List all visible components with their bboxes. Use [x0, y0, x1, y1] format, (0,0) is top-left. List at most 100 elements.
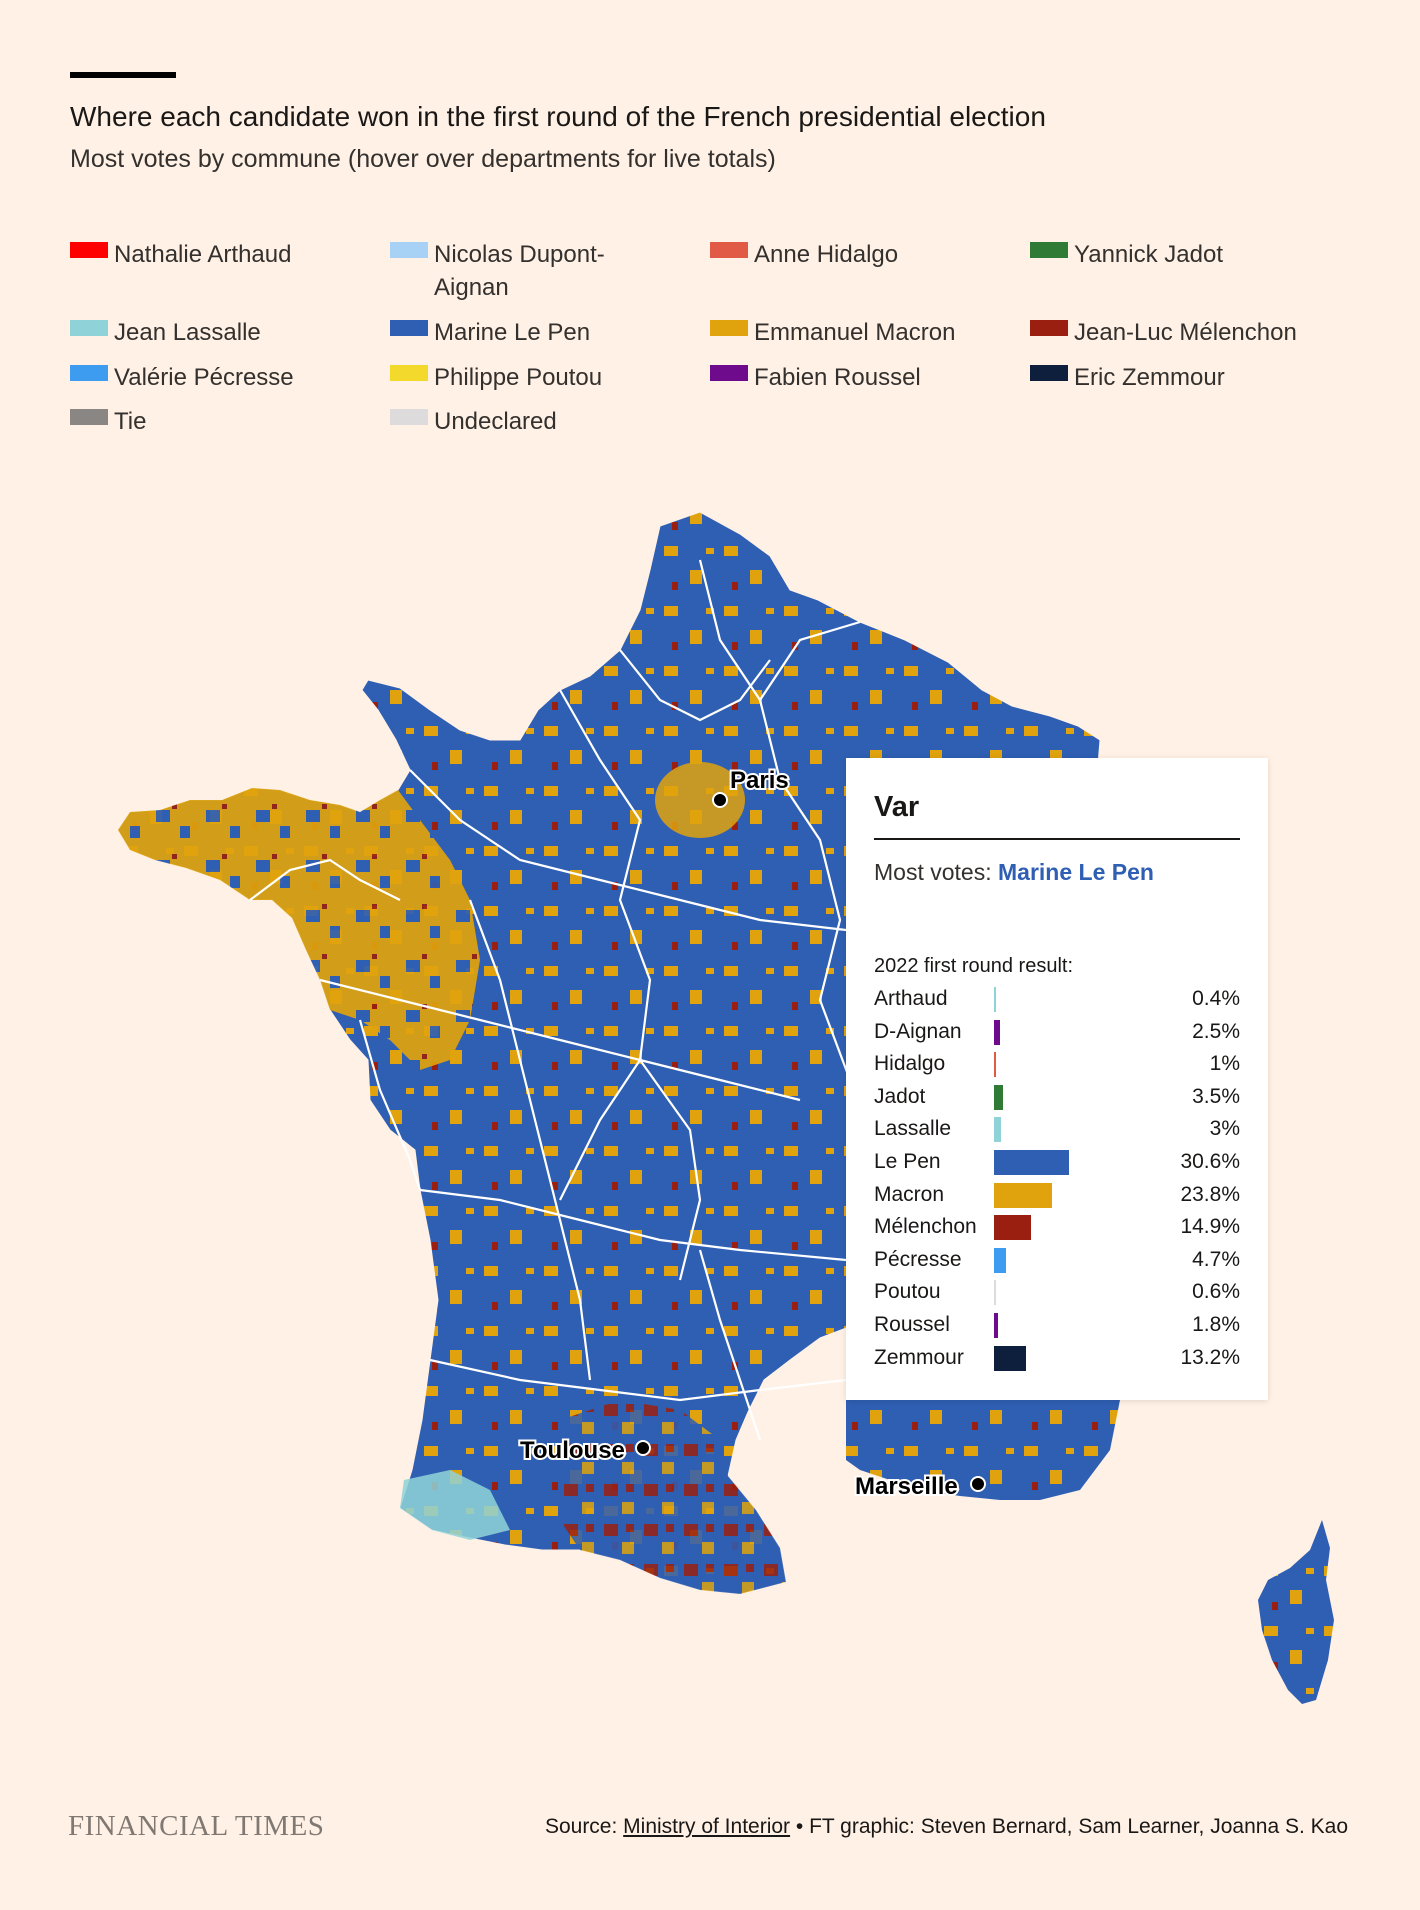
- result-value: 2.5%: [1192, 1019, 1240, 1043]
- result-value: 4.7%: [1192, 1247, 1240, 1271]
- result-row: Lassalle 3%: [874, 1117, 1240, 1147]
- result-candidate: Roussel: [874, 1313, 950, 1336]
- result-row: D-Aignan 2.5%: [874, 1019, 1240, 1050]
- legend-label: Nicolas Dupont-Aignan: [434, 241, 605, 301]
- result-candidate: D-Aignan: [874, 1019, 962, 1043]
- legend-label: Fabien Roussel: [754, 364, 921, 391]
- legend-label: Undeclared: [434, 408, 557, 435]
- legend-swatch: [390, 365, 428, 381]
- tooltip-divider: [874, 838, 1240, 840]
- department-borders: [249, 559, 861, 1441]
- legend-swatch: [390, 320, 428, 336]
- legend-swatch: [710, 242, 748, 258]
- legend-swatch: [1030, 365, 1068, 381]
- legend-label: Valérie Pécresse: [114, 364, 294, 391]
- result-bar: [994, 1345, 1027, 1371]
- legend-item: Eric Zemmour: [1030, 361, 1330, 394]
- result-candidate: Hidalgo: [874, 1052, 946, 1076]
- tooltip-most-votes: Most votes: Marine Le Pen: [874, 859, 1154, 886]
- result-bar: [994, 1084, 1003, 1110]
- result-candidate: Lassalle: [874, 1117, 952, 1141]
- svg-text:Paris: Paris: [730, 767, 789, 794]
- result-value: 23.8%: [1180, 1182, 1240, 1206]
- result-bar: [994, 1117, 1002, 1143]
- result-bar: [994, 1052, 997, 1078]
- result-candidate: Le Pen: [874, 1150, 941, 1173]
- result-bar: [994, 1150, 1069, 1175]
- legend-item: Anne Hidalgo: [710, 238, 1010, 271]
- city-paris: Paris: [712, 765, 791, 808]
- result-bar: [994, 1313, 999, 1338]
- legend-item: Nicolas Dupont-Aignan: [390, 238, 640, 304]
- legend-item: Tie: [70, 405, 370, 438]
- legend-item: Fabien Roussel: [710, 361, 1010, 394]
- result-row: Pécresse 4.7%: [874, 1247, 1240, 1278]
- chart-subtitle: Most votes by commune (hover over depart…: [70, 145, 776, 173]
- result-value: 14.9%: [1180, 1215, 1240, 1239]
- result-value: 0.6%: [1192, 1280, 1240, 1304]
- result-bar: [994, 1182, 1053, 1208]
- result-candidate: Jadot: [874, 1084, 926, 1108]
- legend-item: Valérie Pécresse: [70, 361, 370, 394]
- legend-label: Jean Lassalle: [114, 319, 261, 346]
- south-region: [560, 1400, 786, 1594]
- result-bar: [994, 1019, 1001, 1045]
- legend-swatch: [70, 242, 108, 258]
- legend-swatch: [1030, 320, 1068, 336]
- result-row: Macron 23.8%: [874, 1182, 1240, 1213]
- legend-label: Emmanuel Macron: [754, 319, 956, 346]
- source-prefix: Source:: [544, 1815, 624, 1838]
- department-tooltip: Var Most votes: Marine Le Pen 2022 first…: [846, 758, 1268, 1400]
- source-line: Source: Ministry of Interior • FT graphi…: [545, 1815, 1348, 1839]
- result-bar: [994, 1215, 1031, 1241]
- west-region: [118, 788, 480, 1070]
- legend-item: Nathalie Arthaud: [70, 238, 370, 271]
- tooltip-section-label: 2022 first round result:: [874, 955, 1073, 977]
- legend-swatch: [390, 409, 428, 425]
- result-row: Mélenchon 14.9%: [874, 1215, 1240, 1245]
- legend-swatch: [390, 242, 428, 258]
- result-value: 1%: [1209, 1052, 1240, 1076]
- ft-logo: FINANCIAL TIMES: [68, 1810, 325, 1842]
- result-bar: [994, 1280, 996, 1306]
- most-votes-label: Most votes:: [874, 859, 992, 885]
- result-candidate: Arthaud: [874, 987, 948, 1010]
- pyrenees-region: [400, 1470, 510, 1540]
- result-candidate: Zemmour: [874, 1345, 964, 1369]
- result-bar: [994, 1247, 1006, 1273]
- legend-swatch: [1030, 242, 1068, 258]
- result-value: 0.4%: [1192, 987, 1240, 1010]
- source-link[interactable]: Ministry of Interior: [623, 1815, 791, 1838]
- legend-item: Jean Lassalle: [70, 316, 370, 349]
- paris-region: [655, 762, 745, 838]
- result-value: 13.2%: [1180, 1345, 1240, 1369]
- result-value: 3%: [1209, 1117, 1240, 1141]
- tooltip-department-name: Var: [874, 791, 920, 823]
- most-votes-winner: Marine Le Pen: [998, 859, 1154, 885]
- city-marseille: Marseille: [853, 1471, 986, 1502]
- legend-label: Eric Zemmour: [1074, 364, 1225, 391]
- result-candidate: Pécresse: [874, 1247, 962, 1271]
- result-row: Roussel 1.8%: [874, 1313, 1240, 1343]
- legend-item: Emmanuel Macron: [710, 316, 1010, 349]
- chart-title: Where each candidate won in the first ro…: [70, 101, 1046, 132]
- corsica[interactable]: [1258, 1520, 1334, 1704]
- result-value: 30.6%: [1180, 1150, 1240, 1173]
- south-east-region: [846, 1380, 1120, 1500]
- result-row: Hidalgo 1%: [874, 1052, 1240, 1082]
- result-candidate: Mélenchon: [874, 1215, 977, 1239]
- legend-label: Jean-Luc Mélenchon: [1074, 319, 1297, 346]
- svg-text:Marseille: Marseille: [855, 1473, 958, 1500]
- result-value: 1.8%: [1192, 1313, 1240, 1336]
- city-toulouse: Toulouse: [518, 1435, 651, 1466]
- legend-label: Anne Hidalgo: [754, 241, 899, 268]
- legend-swatch: [710, 320, 748, 336]
- result-value: 3.5%: [1192, 1084, 1240, 1108]
- legend-item: Philippe Poutou: [390, 361, 640, 394]
- source-suffix: • FT graphic: Steven Bernard, Sam Learne…: [790, 1815, 1348, 1838]
- legend-item: Yannick Jadot: [1030, 238, 1330, 271]
- legend-label: Nathalie Arthaud: [114, 241, 292, 268]
- legend-label: Tie: [114, 408, 147, 435]
- result-row: Le Pen 30.6%: [874, 1150, 1240, 1180]
- legend-item: Marine Le Pen: [390, 316, 640, 349]
